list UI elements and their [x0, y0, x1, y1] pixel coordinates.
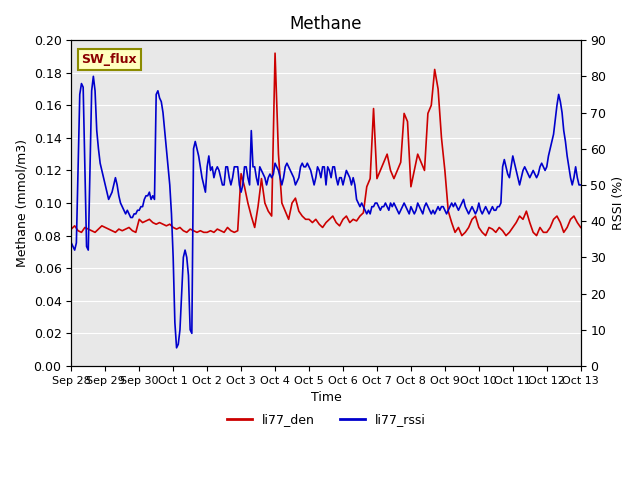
Legend: li77_den, li77_rssi: li77_den, li77_rssi	[221, 408, 430, 432]
X-axis label: Time: Time	[310, 391, 341, 404]
li77_rssi	[276, 175, 284, 180]
li77_den	[394, 168, 401, 173]
Y-axis label: RSSI (%): RSSI (%)	[612, 176, 625, 230]
li77_den	[319, 225, 326, 230]
li77_rssi	[293, 179, 301, 184]
li77_den	[458, 233, 466, 239]
Title: Methane: Methane	[290, 15, 362, 33]
li77_rssi	[577, 182, 584, 188]
li77_den	[428, 102, 435, 108]
li77_rssi	[419, 211, 427, 217]
Y-axis label: Methane (mmol/m3): Methane (mmol/m3)	[15, 139, 28, 267]
Line: li77_den: li77_den	[71, 53, 580, 236]
li77_den	[67, 226, 75, 232]
li77_rssi	[67, 240, 75, 246]
li77_rssi	[173, 345, 180, 351]
li77_rssi	[472, 211, 479, 217]
Line: li77_rssi: li77_rssi	[71, 76, 580, 348]
Text: SW_flux: SW_flux	[81, 53, 137, 66]
li77_den	[380, 159, 388, 165]
li77_den	[577, 225, 584, 230]
li77_rssi	[543, 164, 550, 170]
li77_rssi	[90, 73, 97, 79]
li77_den	[271, 50, 279, 56]
li77_den	[248, 213, 255, 219]
li77_rssi	[500, 156, 508, 162]
li77_den	[573, 220, 581, 226]
